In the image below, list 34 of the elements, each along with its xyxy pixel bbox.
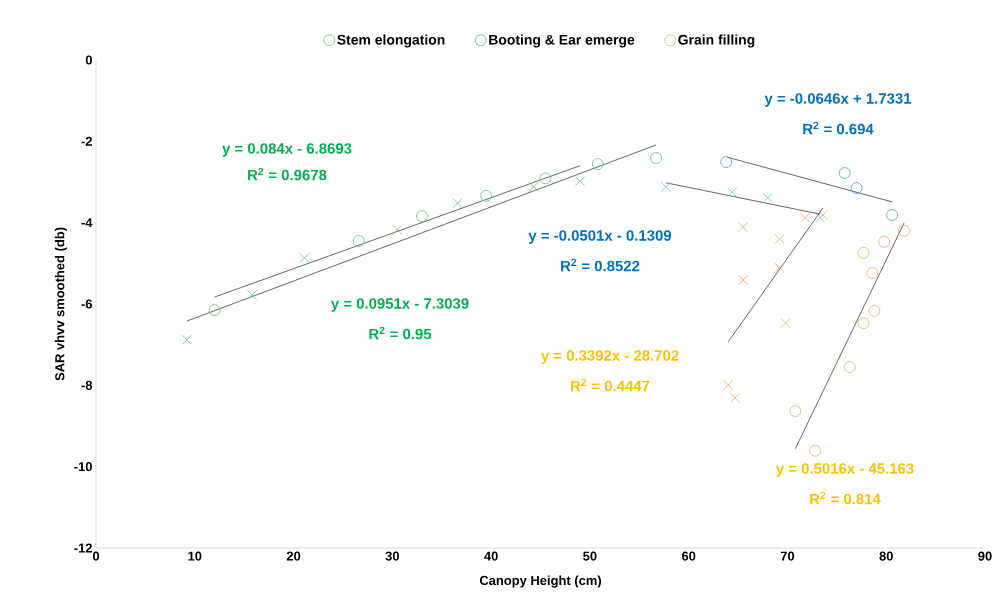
y-tick-label: -4 [81, 218, 93, 228]
annotation: y = 0.3392x - 28.702 [540, 350, 679, 364]
y-tick-label: -6 [81, 299, 93, 309]
x-tick-label: 0 [92, 551, 100, 561]
y-tick-label: 0 [85, 55, 92, 65]
y-tick-label: -12 [74, 543, 92, 553]
annotation: R$^{2}$ = 0.95 [369, 326, 432, 340]
annotation: y = -0.0501x - 0.1309 [528, 230, 672, 244]
x-tick-label: 70 [780, 551, 795, 561]
annotation: R$^{2}$ = 0.4447 [571, 378, 650, 392]
annotation: y = 0.5016x - 45.163 [775, 463, 914, 477]
y-tick-label: -10 [74, 462, 92, 472]
annotation: R$^{2}$ = 0.8522 [561, 258, 640, 272]
x-tick-label: 80 [879, 551, 893, 561]
annotation: y = 0.084x - 6.8693 [222, 143, 352, 157]
x-tick-label: 40 [484, 551, 498, 561]
x-tick-label: 60 [681, 551, 696, 561]
annotation: R$^{2}$ = 0.814 [810, 491, 881, 505]
x-tick-label: 90 [978, 551, 992, 561]
annotation: R$^{2}$ = 0.9678 [248, 167, 327, 181]
legend-label: Booting & Ear emerge [489, 34, 635, 48]
x-axis-title: Canopy Height (cm) [479, 575, 602, 588]
x-tick-label: 10 [188, 551, 202, 561]
annotation: y = -0.0646x + 1.7331 [764, 93, 912, 107]
y-tick-label: -2 [81, 136, 92, 146]
legend-label: Stem elongation [337, 34, 445, 48]
y-axis-title: SAR vhvv smoothed (db) [54, 227, 67, 381]
annotation: y = 0.0951x - 7.3039 [330, 298, 469, 312]
legend-label: Grain filling [678, 34, 755, 48]
y-tick-label: -8 [81, 380, 93, 390]
x-tick-label: 50 [583, 551, 597, 561]
x-tick-label: 30 [385, 551, 400, 561]
annotation: R$^{2}$ = 0.694 [803, 121, 874, 135]
x-tick-label: 20 [286, 551, 301, 561]
